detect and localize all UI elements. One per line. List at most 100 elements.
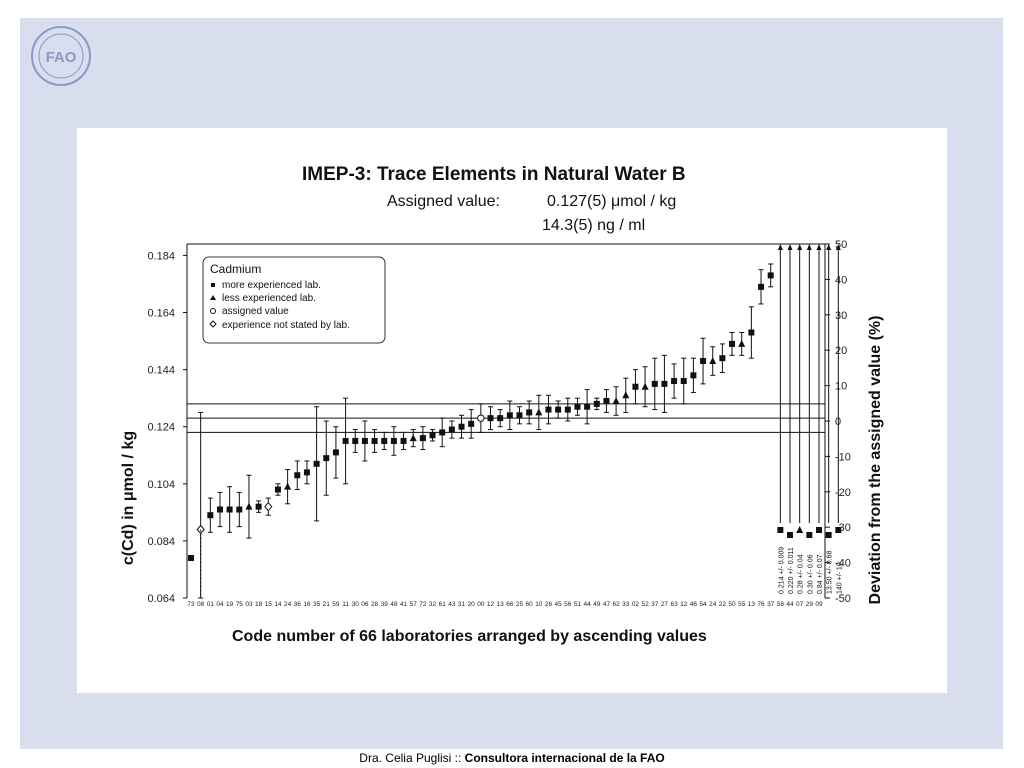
lab-code-label: 24: [284, 601, 292, 608]
data-point-56: [729, 340, 736, 347]
legend-title: Cadmium: [210, 262, 261, 276]
footer-separator: ::: [451, 751, 465, 765]
data-point-31: [487, 415, 494, 422]
off-scale-arrowhead-6: [835, 244, 841, 250]
assigned-value-label: Assigned value:: [387, 193, 500, 210]
data-point-30: [477, 414, 485, 422]
lab-code-label: 02: [632, 601, 640, 608]
data-point-off-2: [796, 526, 804, 533]
y-tick-label: 0.164: [147, 308, 175, 320]
legend-entry-more-experienced: more experienced lab.: [222, 280, 321, 291]
data-point-38: [555, 406, 562, 413]
data-point-off-5: [825, 532, 832, 538]
off-scale-label-4: 0.84 +/- 0.07: [817, 554, 824, 594]
lab-code-label: 60: [526, 601, 534, 608]
data-point-23: [409, 434, 417, 442]
data-marks: 0.214 +/- 0.009 0.220 +/- 0.011 0.28 +/- 0…: [188, 244, 843, 599]
lab-code-label: 28: [371, 601, 379, 608]
data-point-53: [700, 358, 707, 365]
data-point-off-1: [787, 532, 794, 538]
data-point-55: [719, 355, 726, 362]
lab-code-label: 73: [187, 601, 195, 608]
lab-code-label: 36: [294, 601, 302, 608]
lab-code-label: 76: [757, 601, 765, 608]
right-tick-label: 20: [835, 345, 847, 357]
data-point-34: [516, 412, 523, 419]
off-scale-label-2: 0.28 +/- 0.04: [798, 554, 805, 594]
assigned-value-umol: 0.127(5) μmol / kg: [547, 193, 676, 210]
cadmium-chart: IMEP-3: Trace Elements in Natural Water …: [120, 164, 884, 645]
data-point-20: [381, 437, 388, 444]
data-point-29: [468, 420, 475, 427]
legend: Cadmium more experienced lab. less exper…: [202, 256, 386, 344]
lab-code-label: 54: [699, 601, 707, 608]
data-point-13: [313, 460, 320, 467]
y-tick-label: 0.144: [147, 365, 175, 377]
footer-author: Dra. Celia Puglisi: [359, 751, 452, 765]
lab-code-label: 48: [390, 601, 398, 608]
lab-code-label: 32: [429, 601, 437, 608]
off-scale-arrowhead-1: [787, 244, 793, 250]
data-point-16: [342, 437, 349, 444]
lab-code-label: 19: [226, 601, 234, 608]
lab-code-label: 66: [506, 601, 514, 608]
lab-code-label: 30: [352, 601, 360, 608]
y-tick-label: 0.124: [147, 422, 175, 434]
data-point-45: [622, 391, 630, 399]
lab-code-label: 56: [564, 601, 572, 608]
y-tick-label: 0.104: [147, 479, 175, 491]
data-point-8: [264, 501, 273, 512]
legend-marker-circle: [210, 308, 216, 314]
lab-code-label: 03: [245, 601, 253, 608]
lab-code-label: 00: [477, 601, 485, 608]
data-point-22: [400, 437, 407, 444]
data-point-60: [767, 272, 774, 279]
lab-code-label: 01: [207, 601, 215, 608]
data-point-28: [458, 423, 465, 430]
data-point-41: [584, 403, 591, 410]
lab-code-label: 62: [612, 601, 620, 608]
data-point-40: [574, 403, 581, 410]
data-point-44: [612, 397, 620, 405]
assigned-value-ng: 14.3(5) ng / ml: [542, 217, 645, 234]
lab-code-label: 22: [719, 601, 727, 608]
data-point-26: [439, 429, 446, 436]
lab-code-label: 08: [197, 601, 205, 608]
legend-entry-not-stated: experience not stated by lab.: [222, 320, 350, 331]
off-scale-arrowhead-0: [777, 244, 783, 250]
data-point-43: [603, 398, 610, 405]
data-point-11: [294, 472, 301, 479]
right-tick-label: 30: [835, 310, 847, 322]
off-scale-label-0: 0.214 +/- 0.009: [778, 547, 785, 594]
x-axis-ticks: 73 08 01 04 19 75 03 18 15 14 24 36 16 35 21 59 11 30 06 28…: [187, 601, 823, 608]
lab-code-label: 55: [738, 601, 746, 608]
data-point-17: [352, 437, 359, 444]
lab-code-label: 44: [786, 601, 794, 608]
data-point-25: [429, 432, 436, 439]
lab-code-label: 12: [487, 601, 495, 608]
data-point-46: [632, 383, 639, 390]
data-point-14: [323, 455, 330, 462]
lab-code-label: 43: [448, 601, 456, 608]
fao-logo-icon: FAO: [31, 26, 91, 86]
lab-code-label: 07: [796, 601, 804, 608]
off-scale-arrowhead-5: [826, 244, 832, 250]
legend-marker-triangle: [210, 295, 216, 300]
lab-code-label: 39: [381, 601, 389, 608]
data-point-10: [284, 482, 292, 490]
lab-code-label: 61: [439, 601, 447, 608]
lab-code-label: 20: [468, 601, 476, 608]
lab-code-label: 75: [236, 601, 244, 608]
right-tick-label: -50: [835, 593, 851, 605]
lab-code-label: 50: [728, 601, 736, 608]
lab-code-label: 58: [777, 601, 785, 608]
off-scale-arrowhead-2: [797, 244, 803, 250]
data-point-15: [332, 449, 339, 456]
footer-role: Consultora internacional de la FAO: [464, 751, 665, 765]
lab-code-label: 37: [651, 601, 659, 608]
data-point-19: [371, 437, 378, 444]
plot-frame: [186, 243, 826, 598]
data-point-51: [680, 378, 687, 385]
lab-code-label: 18: [255, 601, 263, 608]
data-point-24: [419, 435, 426, 442]
